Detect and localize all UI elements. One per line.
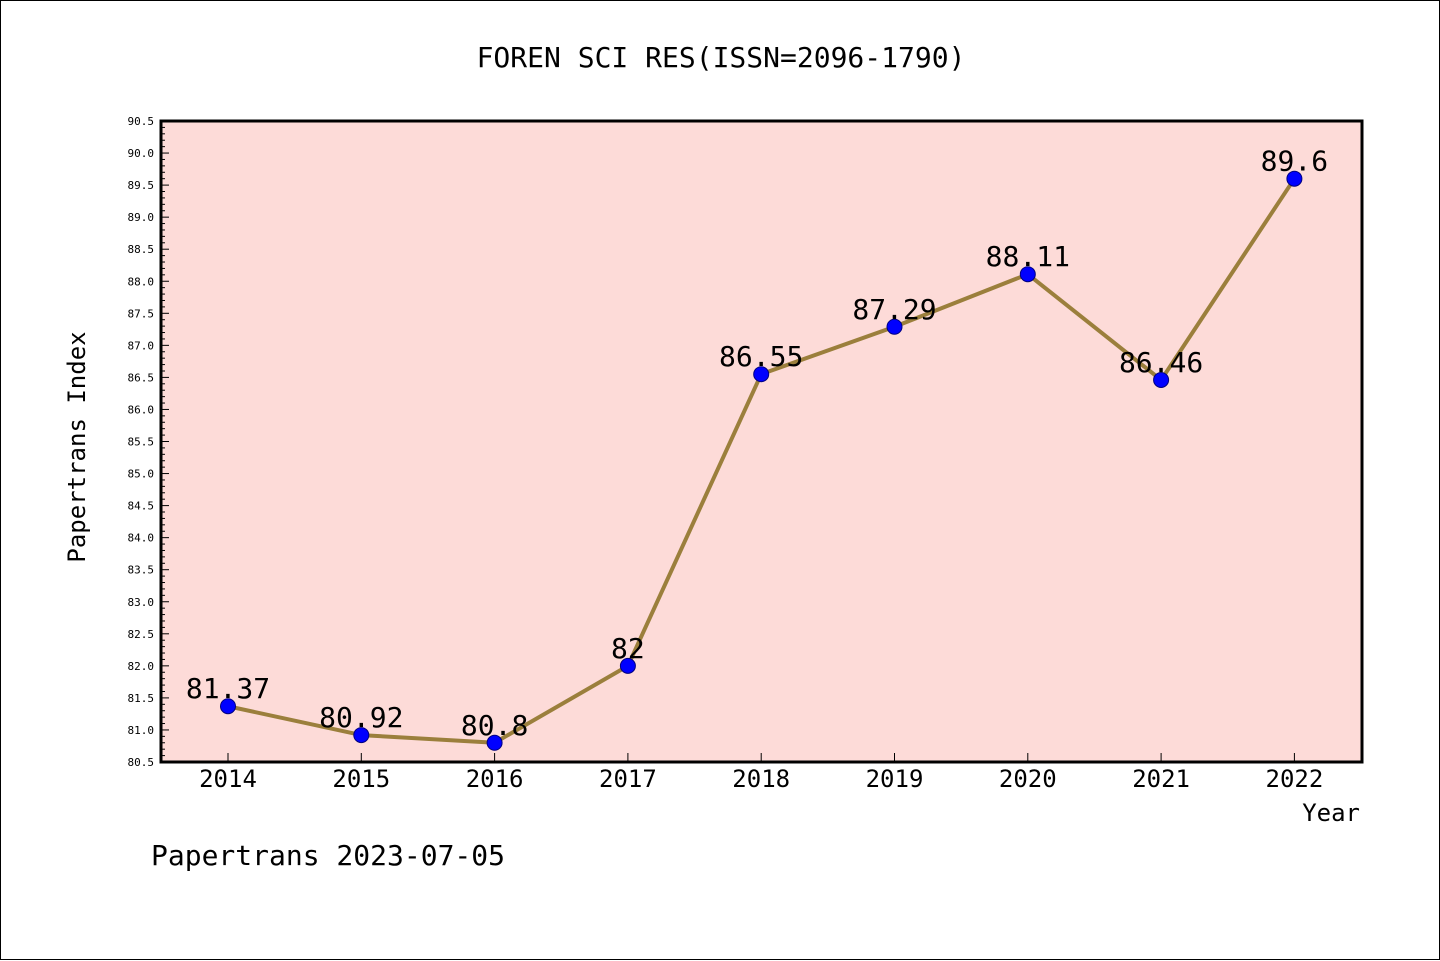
y-tick-label: 84.5	[128, 500, 155, 513]
data-point	[220, 698, 236, 715]
x-tick-label: 2014	[199, 765, 257, 793]
x-axis-label: Year	[1302, 799, 1360, 827]
y-tick-label: 90.0	[128, 147, 155, 160]
data-point	[1286, 170, 1303, 187]
y-tick-label: 88.0	[128, 275, 155, 288]
y-tick-label: 82.5	[128, 628, 155, 641]
data-point	[1019, 266, 1036, 283]
y-tick-label: 85.0	[128, 468, 155, 481]
y-tick-label: 83.5	[128, 564, 155, 577]
y-tick-label: 82.0	[128, 660, 155, 673]
data-label: 82	[611, 632, 645, 665]
y-tick-label: 80.5	[128, 756, 155, 769]
y-axis-ticks: 80.5 81.0 81.5 82.0 82.5 83.0 83.5 84.0 84.5 85.0…	[128, 115, 169, 769]
y-tick-label: 86.0	[128, 403, 155, 416]
y-tick-label: 81.5	[128, 692, 155, 705]
data-label: 88.11	[986, 240, 1070, 273]
x-tick-label: 2022	[1266, 765, 1324, 793]
data-point	[886, 318, 903, 335]
plot-border	[159, 119, 1364, 764]
data-label: 81.37	[186, 672, 270, 705]
y-tick-label: 86.5	[128, 371, 155, 384]
data-point	[753, 366, 770, 383]
x-tick-label: 2019	[866, 765, 924, 793]
data-label: 89.6	[1261, 145, 1328, 178]
x-axis-ticks: 2014 2015 2016 2017 2018 2019 2020 2021 2022	[199, 753, 1323, 793]
data-label: 86.46	[1119, 346, 1203, 379]
y-tick-label: 85.5	[128, 436, 155, 449]
y-tick-label: 89.0	[128, 211, 155, 224]
y-tick-label: 90.5	[128, 115, 155, 128]
x-tick-label: 2015	[332, 765, 390, 793]
x-tick-label: 2016	[466, 765, 524, 793]
data-point	[486, 734, 503, 751]
data-label: 87.29	[852, 293, 936, 326]
x-tick-label: 2018	[732, 765, 790, 793]
data-label: 86.55	[719, 340, 803, 373]
y-tick-label: 87.0	[128, 339, 155, 352]
data-label: 80.8	[461, 709, 528, 742]
x-tick-label: 2021	[1132, 765, 1190, 793]
y-tick-label: 84.0	[128, 532, 155, 545]
footer-note: Papertrans 2023-07-05	[151, 839, 505, 872]
y-tick-label: 88.5	[128, 243, 155, 256]
data-point	[353, 727, 370, 744]
y-tick-label: 81.0	[128, 724, 155, 737]
y-tick-label: 89.5	[128, 179, 155, 192]
x-tick-label: 2020	[999, 765, 1057, 793]
data-point	[619, 657, 636, 674]
y-axis-label: Papertrans Index	[63, 331, 91, 562]
chart-title: FOREN SCI RES(ISSN=2096-1790)	[477, 41, 966, 74]
y-tick-label: 87.5	[128, 307, 155, 320]
data-label: 80.92	[319, 701, 403, 734]
data-point	[1153, 371, 1170, 388]
x-tick-label: 2017	[599, 765, 657, 793]
plot-area	[161, 121, 1362, 762]
y-tick-label: 83.0	[128, 596, 155, 609]
series-layer: 81.37 80.92 80.8 82 86.55 87.29 88.11 86.46 89.6	[186, 145, 1328, 751]
